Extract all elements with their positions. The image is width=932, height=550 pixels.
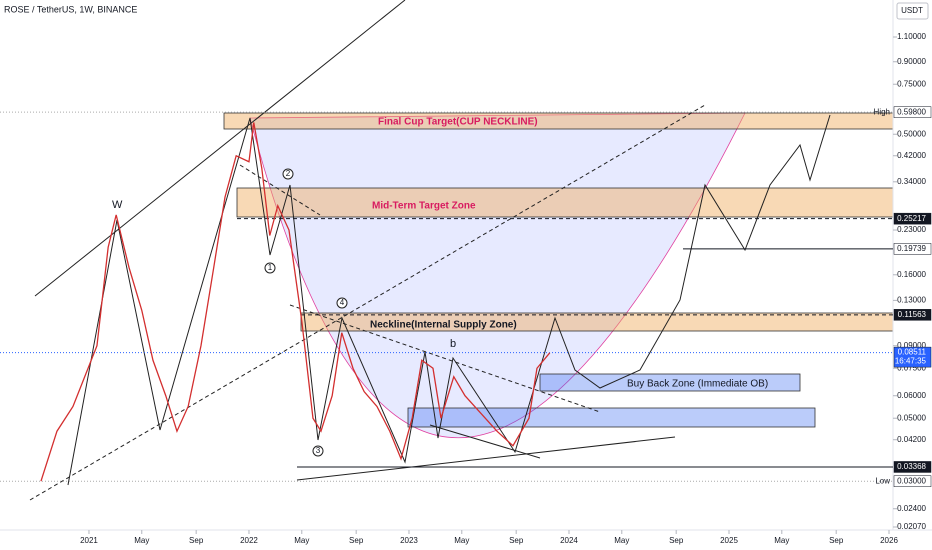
zone-label: Buy Back Zone (Immediate OB): [627, 379, 768, 390]
x-tick-label: May: [134, 536, 149, 545]
price-tag-label: 0.08511: [898, 348, 927, 357]
wave-number: 3: [316, 446, 321, 455]
price-tag-label: 0.19739: [897, 244, 926, 253]
x-tick-label: Sep: [669, 536, 684, 545]
y-tick-label: 0.02070: [897, 522, 926, 531]
final-target-zone: [223, 112, 894, 130]
channel-line: [29, 104, 706, 501]
support-line: [296, 436, 676, 481]
wave-circle: [336, 297, 348, 309]
mid-target-zone: [236, 187, 894, 218]
price-tag-label: 0.03000: [897, 476, 926, 485]
price-tag: [893, 243, 932, 255]
x-tick-label: May: [294, 536, 309, 545]
y-tick-label: 0.34000: [897, 177, 926, 186]
price-tag-label: 0.03368: [897, 462, 926, 471]
price-tag: [893, 309, 932, 321]
countdown: 16:47:35: [895, 357, 927, 366]
zone-label: Mid-Term Target Zone: [372, 201, 476, 212]
x-tick-label: Sep: [509, 536, 524, 545]
y-tick-label: 0.16000: [897, 270, 926, 279]
x-tick-label: May: [614, 536, 629, 545]
y-tick-label: 0.05000: [897, 413, 926, 422]
y-tick-label: 0.75000: [897, 79, 926, 88]
y-tick-label: 0.09000: [897, 341, 926, 350]
y-tick-label: 0.90000: [897, 57, 926, 66]
currency-box: [896, 2, 929, 20]
wave-circle: [312, 445, 324, 457]
price-tag: [893, 475, 932, 487]
x-tick-label: 2025: [720, 536, 738, 545]
price-tag: [893, 212, 932, 225]
x-tick-label: 2026: [880, 536, 898, 545]
zone-label: Neckline(Internal Supply Zone): [370, 320, 517, 331]
x-tick-label: 2023: [400, 536, 418, 545]
y-tick-label: 0.13000: [897, 295, 926, 304]
buy-back-zone: [539, 373, 801, 392]
x-tick-label: 2024: [560, 536, 578, 545]
x-tick-label: May: [454, 536, 469, 545]
x-tick-label: 2022: [240, 536, 258, 545]
wave-circle: [282, 168, 294, 180]
x-tick-label: Sep: [189, 536, 204, 545]
y-tick-label: 0.07500: [897, 363, 926, 372]
y-tick-label: 0.23000: [897, 225, 926, 234]
price-tag: [893, 461, 932, 473]
price-tag: [893, 346, 932, 368]
chart-title: ROSE / TetherUS, 1W, BINANCE: [4, 4, 137, 14]
price-tag-note: Low: [875, 476, 890, 485]
x-tick-label: 2021: [80, 536, 98, 545]
price-tag-label: 0.11563: [898, 310, 927, 319]
zone-label: Final Cup Target(CUP NECKLINE): [378, 117, 538, 128]
wave-circle: [264, 262, 276, 274]
price-tag-note: High: [874, 107, 890, 116]
y-tick-label: 0.50000: [897, 129, 926, 138]
channel-line: [289, 304, 601, 413]
x-tick-label: Sep: [349, 536, 364, 545]
y-tick-label: 0.02400: [897, 504, 926, 513]
y-tick-label: 0.42000: [897, 151, 926, 160]
price-tag: [893, 106, 932, 118]
currency: USDT: [901, 6, 923, 15]
wave-label: W: [112, 199, 123, 211]
plot-layer: 1.10000 0.90000 0.75000 0.50000 0.42000 0.340…: [0, 32, 932, 545]
price-tag-label: 0.25217: [897, 214, 926, 223]
x-tick-label: Sep: [829, 536, 844, 545]
price-tag-label: 0.59800: [897, 107, 926, 116]
price-line: [40, 122, 551, 482]
wave-number: 2: [286, 169, 291, 178]
trend-line: [34, 0, 406, 297]
price-axis: [893, 0, 932, 530]
support-line: [429, 424, 541, 459]
y-tick-label: 0.04200: [897, 435, 926, 444]
projection-path: [67, 114, 831, 486]
wave-markers: 1 2 3 4: [264, 168, 348, 457]
wave-label: b: [450, 338, 456, 350]
y-tick-label: 1.10000: [897, 32, 926, 41]
x-tick-label: May: [774, 536, 789, 545]
y-tick-label: 0.06000: [897, 391, 926, 400]
wave-number: 1: [268, 263, 273, 272]
ob-zone: [407, 407, 816, 428]
channel-line: [239, 164, 321, 216]
cup-shape: [249, 112, 746, 439]
wave-number: 4: [340, 298, 345, 307]
